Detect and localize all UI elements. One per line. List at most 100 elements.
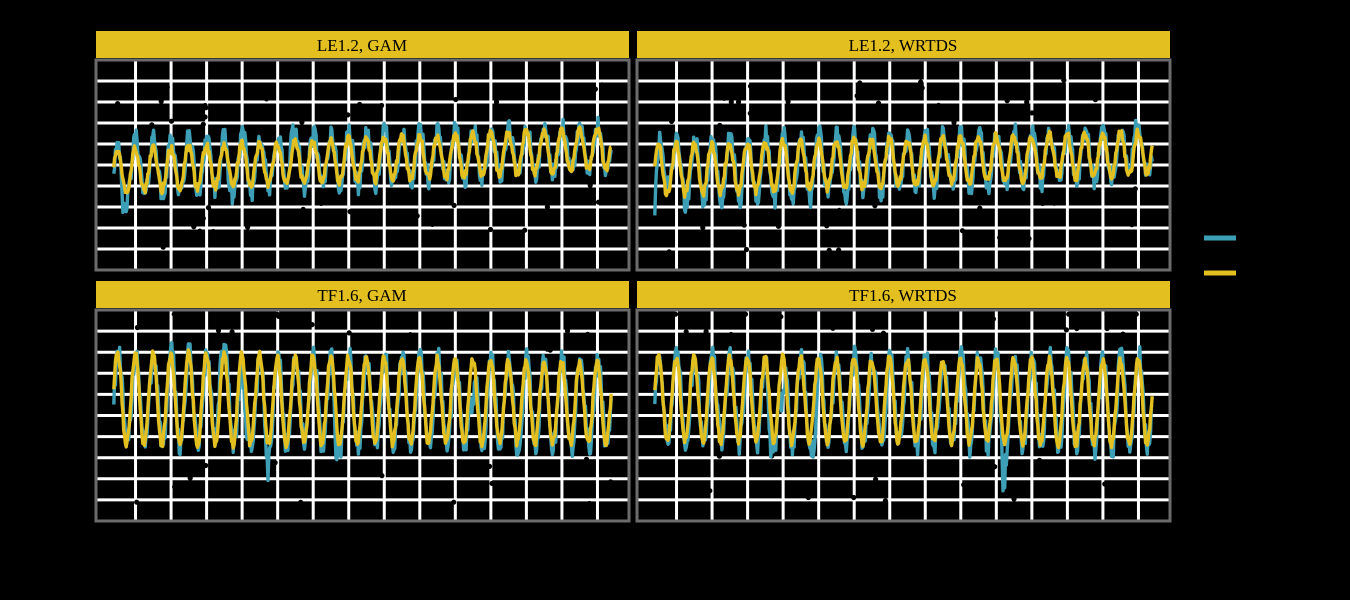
observed-point	[540, 337, 546, 343]
observed-point	[717, 122, 723, 128]
observed-point	[747, 83, 754, 89]
observed-point	[770, 89, 777, 96]
observed-point	[1141, 214, 1147, 220]
observed-point	[421, 213, 427, 219]
observed-point	[851, 494, 857, 501]
observed-point	[1006, 487, 1013, 493]
observed-point	[905, 469, 911, 475]
observed-point	[379, 102, 385, 109]
facet-strip-3: TF1.6, GAM	[96, 281, 629, 308]
observed-point	[1011, 496, 1017, 502]
observed-point	[429, 221, 435, 227]
observed-point	[895, 219, 901, 225]
observed-point	[373, 465, 379, 471]
observed-point	[716, 453, 723, 459]
observed-point	[329, 342, 335, 348]
observed-point	[1110, 459, 1117, 465]
observed-point	[519, 468, 525, 474]
observed-point	[979, 343, 985, 349]
observed-point	[272, 460, 278, 466]
observed-point	[1078, 231, 1084, 237]
observed-point	[258, 460, 265, 466]
observed-point	[203, 105, 209, 111]
legend	[1204, 235, 1236, 276]
observed-point	[300, 206, 306, 212]
observed-point	[232, 239, 238, 245]
observed-point	[119, 236, 126, 242]
observed-point	[878, 212, 885, 218]
observed-point	[229, 329, 235, 335]
observed-point	[245, 224, 251, 230]
observed-point	[1024, 99, 1030, 105]
observed-point	[949, 86, 955, 92]
observed-point	[915, 311, 921, 317]
observed-point	[1008, 318, 1014, 325]
observed-point	[215, 327, 222, 334]
observed-point	[882, 498, 889, 504]
observed-point	[360, 115, 366, 121]
observed-point	[1052, 109, 1058, 115]
observed-point	[734, 217, 740, 223]
observed-point	[544, 204, 551, 210]
observed-point	[1092, 97, 1098, 103]
observed-point	[160, 244, 166, 250]
facet-title-4: TF1.6, WRTDS	[849, 286, 957, 305]
observed-point	[291, 484, 297, 490]
observed-point	[947, 214, 953, 220]
observed-point	[264, 236, 270, 242]
observed-point	[939, 234, 945, 240]
observed-point	[728, 99, 734, 105]
observed-point	[229, 86, 235, 92]
observed-point	[414, 213, 420, 219]
observed-point	[197, 228, 203, 234]
observed-point	[827, 461, 834, 467]
observed-point	[467, 317, 473, 323]
observed-point	[1061, 77, 1067, 83]
observed-point	[1029, 110, 1035, 116]
observed-point	[771, 108, 777, 114]
observed-point	[263, 96, 270, 102]
series-line-2	[653, 352, 1154, 450]
observed-point	[872, 203, 878, 209]
observed-point	[462, 311, 468, 317]
observed-point	[192, 235, 198, 241]
observed-point	[505, 311, 511, 317]
observed-point	[986, 334, 992, 340]
observed-point	[134, 324, 140, 331]
observed-point	[992, 464, 998, 470]
observed-point	[775, 223, 782, 229]
observed-point	[805, 494, 812, 501]
observed-point	[379, 473, 385, 479]
observed-point	[309, 322, 315, 328]
observed-point	[1052, 317, 1058, 323]
observed-point	[579, 323, 585, 330]
observed-point	[683, 329, 689, 335]
observed-point	[1066, 311, 1072, 317]
observed-point	[1113, 466, 1119, 472]
observed-point	[247, 238, 253, 244]
observed-point	[451, 499, 457, 505]
observed-point	[943, 93, 949, 99]
observed-point	[968, 84, 974, 90]
observed-point	[1118, 196, 1124, 202]
observed-point	[347, 209, 353, 215]
facet-title-3: TF1.6, GAM	[317, 286, 406, 305]
observed-point	[721, 95, 727, 101]
observed-point	[785, 98, 791, 105]
observed-point	[876, 486, 882, 493]
observed-point	[919, 85, 925, 91]
observed-point	[505, 215, 511, 221]
observed-point	[731, 337, 737, 343]
observed-point	[778, 314, 784, 320]
observed-point	[247, 104, 253, 110]
observed-point	[1104, 311, 1110, 317]
observed-point	[727, 238, 734, 244]
observed-point	[601, 110, 607, 116]
observed-point	[492, 211, 498, 217]
observed-point	[424, 194, 430, 200]
observed-point	[824, 223, 830, 229]
observed-point	[959, 228, 966, 234]
observed-point	[1023, 336, 1029, 342]
observed-point	[1133, 311, 1139, 317]
